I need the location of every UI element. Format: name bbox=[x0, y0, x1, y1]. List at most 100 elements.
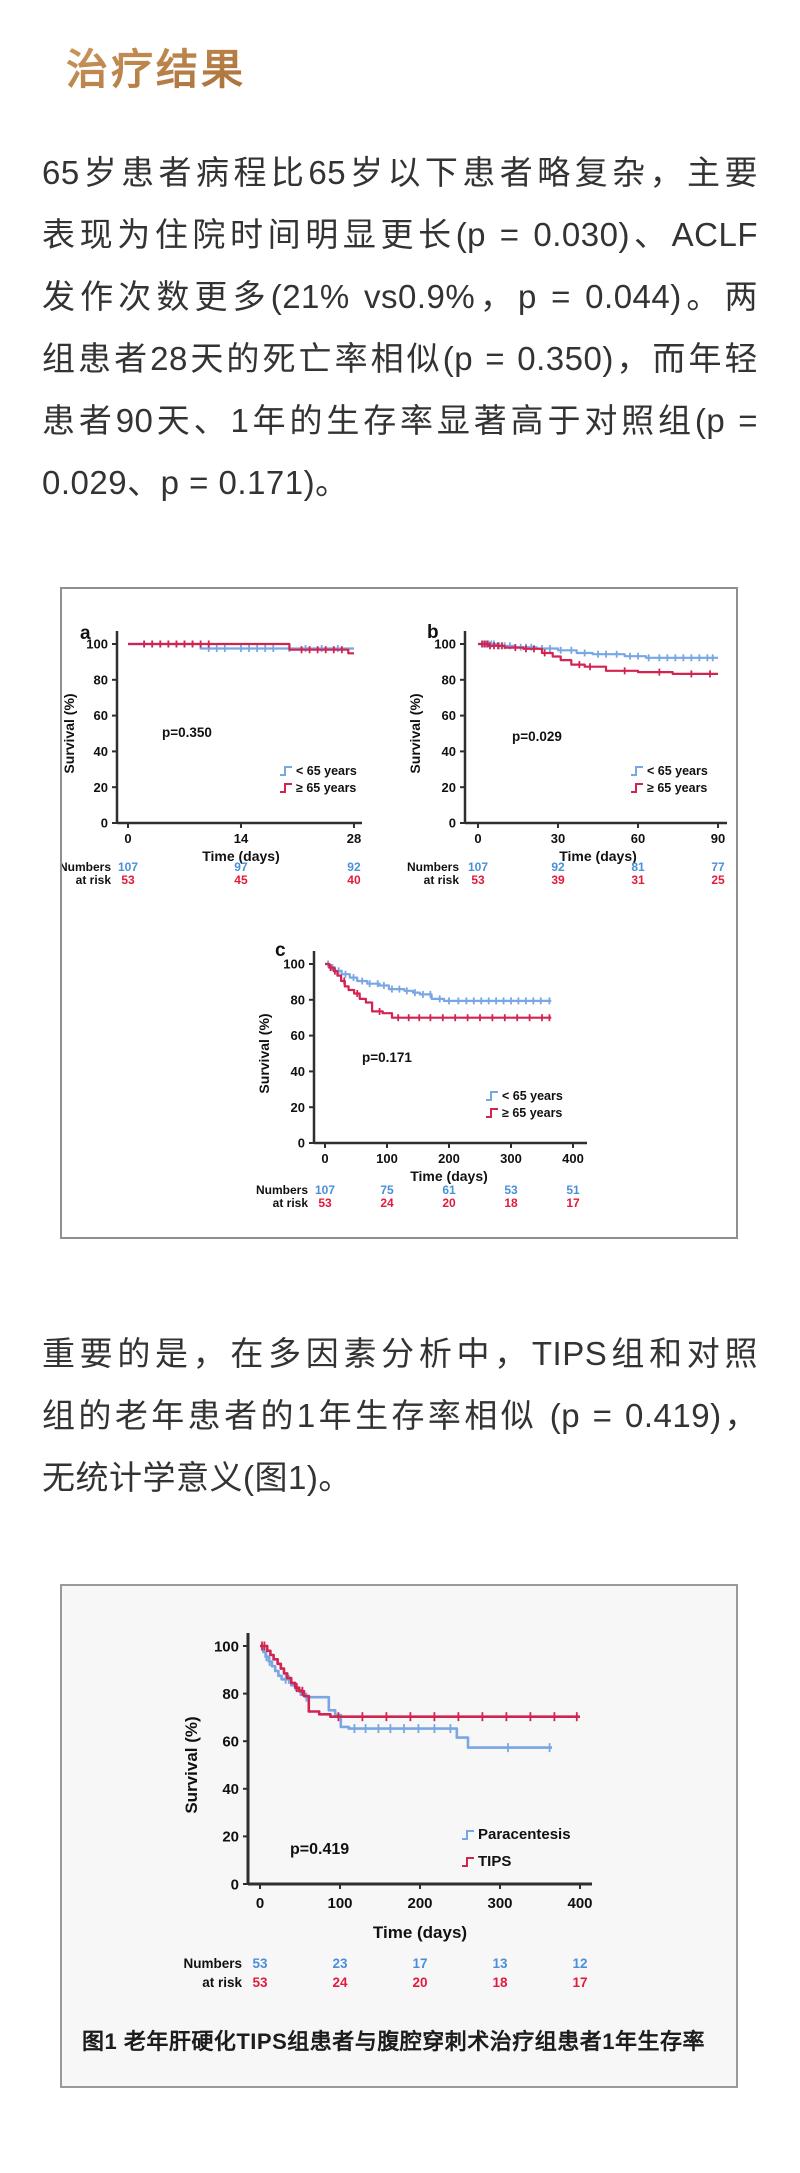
y-axis-label: Survival (%) bbox=[62, 694, 77, 774]
legend-step-icon bbox=[462, 1857, 474, 1868]
x-tick-label: 0 bbox=[124, 831, 131, 846]
numbers-at-risk-label: Numbers bbox=[256, 1183, 308, 1197]
text-line: 65岁患者病程比65岁以下患者略复杂，主要 bbox=[42, 154, 758, 192]
x-axis-label: Time (days) bbox=[373, 1923, 467, 1942]
legend-entry: < 65 years bbox=[631, 764, 708, 778]
numbers-at-risk-label: at risk bbox=[273, 1196, 309, 1210]
x-tick-label: 0 bbox=[474, 831, 481, 846]
numbers-at-risk-value: 107 bbox=[468, 860, 488, 874]
survival-curve bbox=[128, 643, 354, 655]
km-plot-svg: Survival (%) 0 20 40 60 80 100 0 100 200 300 400 Tim… bbox=[182, 1633, 593, 1990]
y-tick-label: 60 bbox=[442, 709, 456, 724]
figure-tips-vs-paracentesis: Survival (%) 0 20 40 60 80 100 0 100 200 300 400 Tim… bbox=[60, 1584, 738, 2089]
legend-entry: ≥ 65 years bbox=[280, 781, 356, 795]
km-plot-svg: Survival (%) b 0 20 40 60 80 100 0 30 60 90 Time (da… bbox=[407, 622, 727, 887]
y-tick-label: 100 bbox=[283, 957, 305, 972]
y-tick-label: 100 bbox=[86, 637, 108, 652]
paragraph-multivariate: 重要的是，在多因素分析中，TIPS组和对照 组的老年患者的1年生存率相似 (p =… bbox=[42, 1323, 758, 1509]
numbers-at-risk-label: at risk bbox=[424, 873, 460, 887]
survival-curve bbox=[478, 643, 718, 676]
x-tick-label: 30 bbox=[551, 831, 565, 846]
y-tick-label: 100 bbox=[434, 637, 456, 652]
paragraph-outcomes: 65岁患者病程比65岁以下患者略复杂，主要 表现为住院时间明显更长(p = 0.0… bbox=[42, 142, 758, 514]
legend-label: ≥ 65 years bbox=[296, 781, 356, 795]
y-tick-label: 100 bbox=[214, 1639, 239, 1656]
numbers-at-risk-value: 51 bbox=[566, 1183, 580, 1197]
p-value-label: p=0.419 bbox=[290, 1841, 349, 1858]
x-tick-label: 400 bbox=[562, 1151, 584, 1166]
numbers-at-risk-value: 53 bbox=[252, 1975, 268, 1990]
y-tick-label: 60 bbox=[94, 709, 108, 724]
legend-step-icon bbox=[631, 766, 643, 777]
legend-entry: ≥ 65 years bbox=[631, 781, 707, 795]
legend-entry: ≥ 65 years bbox=[486, 1106, 562, 1120]
x-axis-label: Time (days) bbox=[202, 848, 280, 864]
y-tick-label: 40 bbox=[291, 1064, 305, 1079]
y-tick-label: 0 bbox=[231, 1877, 239, 1894]
p-value-label: p=0.350 bbox=[162, 725, 212, 740]
x-tick-label: 100 bbox=[376, 1151, 398, 1166]
numbers-at-risk-value: 17 bbox=[572, 1975, 587, 1990]
text-line: 组的老年患者的1年生存率相似 (p = 0.419)， bbox=[42, 1397, 758, 1435]
km-plot-svg: Survival (%) a 0 20 40 60 80 100 0 14 28 Time (days… bbox=[62, 623, 362, 887]
numbers-at-risk-value: 39 bbox=[551, 873, 565, 887]
numbers-at-risk-value: 77 bbox=[711, 860, 725, 874]
legend-label: Paracentesis bbox=[478, 1826, 571, 1843]
numbers-at-risk-value: 20 bbox=[442, 1196, 456, 1210]
numbers-at-risk-value: 13 bbox=[492, 1956, 508, 1971]
legend-entry: < 65 years bbox=[280, 764, 357, 778]
numbers-at-risk-value: 53 bbox=[471, 873, 485, 887]
x-tick-label: 200 bbox=[438, 1151, 460, 1166]
numbers-at-risk-label: at risk bbox=[202, 1975, 242, 1990]
y-tick-label: 0 bbox=[449, 816, 456, 831]
text-line: 患者90天、1年的生存率显著高于对照组(p = bbox=[42, 402, 758, 440]
x-tick-label: 0 bbox=[321, 1151, 328, 1166]
legend-step-icon bbox=[280, 783, 292, 794]
km-chart-tips-paracentesis: Survival (%) 0 20 40 60 80 100 0 100 200 300 400 Tim… bbox=[152, 1598, 602, 1998]
numbers-at-risk-label: Numbers bbox=[62, 860, 111, 874]
y-tick-label: 0 bbox=[101, 816, 108, 831]
y-tick-label: 80 bbox=[442, 673, 456, 688]
panel-letter: b bbox=[427, 622, 439, 643]
numbers-at-risk-value: 25 bbox=[711, 873, 725, 887]
y-tick-label: 0 bbox=[298, 1136, 305, 1151]
y-tick-label: 40 bbox=[94, 744, 108, 759]
legend-label: TIPS bbox=[478, 1853, 511, 1870]
legend-step-icon bbox=[631, 783, 643, 794]
numbers-at-risk-value: 53 bbox=[121, 873, 135, 887]
y-tick-label: 80 bbox=[94, 673, 108, 688]
y-tick-label: 20 bbox=[442, 780, 456, 795]
numbers-at-risk-label: Numbers bbox=[183, 1956, 242, 1971]
numbers-at-risk-value: 17 bbox=[566, 1196, 580, 1210]
numbers-at-risk-value: 107 bbox=[118, 860, 138, 874]
figure-caption: 图1 老年肝硬化TIPS组患者与腹腔穿刺术治疗组患者1年生存率 bbox=[82, 2029, 705, 2055]
legend-label: < 65 years bbox=[647, 764, 708, 778]
y-tick-label: 60 bbox=[291, 1029, 305, 1044]
numbers-at-risk-value: 24 bbox=[332, 1975, 348, 1990]
legend-step-icon bbox=[486, 1108, 498, 1119]
panel-letter: a bbox=[80, 623, 91, 644]
legend-step-icon bbox=[486, 1091, 498, 1102]
y-tick-label: 80 bbox=[222, 1686, 239, 1703]
x-tick-label: 60 bbox=[631, 831, 645, 846]
numbers-at-risk-value: 12 bbox=[572, 1956, 587, 1971]
p-value-label: p=0.029 bbox=[512, 729, 562, 744]
y-axis-label: Survival (%) bbox=[256, 1014, 272, 1094]
x-tick-label: 200 bbox=[407, 1895, 432, 1912]
x-tick-label: 300 bbox=[500, 1151, 522, 1166]
numbers-at-risk-value: 53 bbox=[318, 1196, 332, 1210]
numbers-at-risk-value: 75 bbox=[380, 1183, 394, 1197]
legend-label: < 65 years bbox=[296, 764, 357, 778]
numbers-at-risk-value: 18 bbox=[504, 1196, 518, 1210]
x-tick-label: 100 bbox=[327, 1895, 352, 1912]
km-plot-svg: Survival (%) c 0 20 40 60 80 100 0 100 200 300 400 Ti… bbox=[256, 940, 587, 1210]
x-tick-label: 28 bbox=[347, 831, 361, 846]
y-axis-label: Survival (%) bbox=[407, 694, 423, 774]
y-tick-label: 40 bbox=[222, 1781, 239, 1798]
numbers-at-risk-value: 17 bbox=[412, 1956, 427, 1971]
legend-label: ≥ 65 years bbox=[647, 781, 707, 795]
survival-curve bbox=[478, 643, 718, 660]
y-tick-label: 40 bbox=[442, 744, 456, 759]
numbers-at-risk-value: 107 bbox=[315, 1183, 335, 1197]
